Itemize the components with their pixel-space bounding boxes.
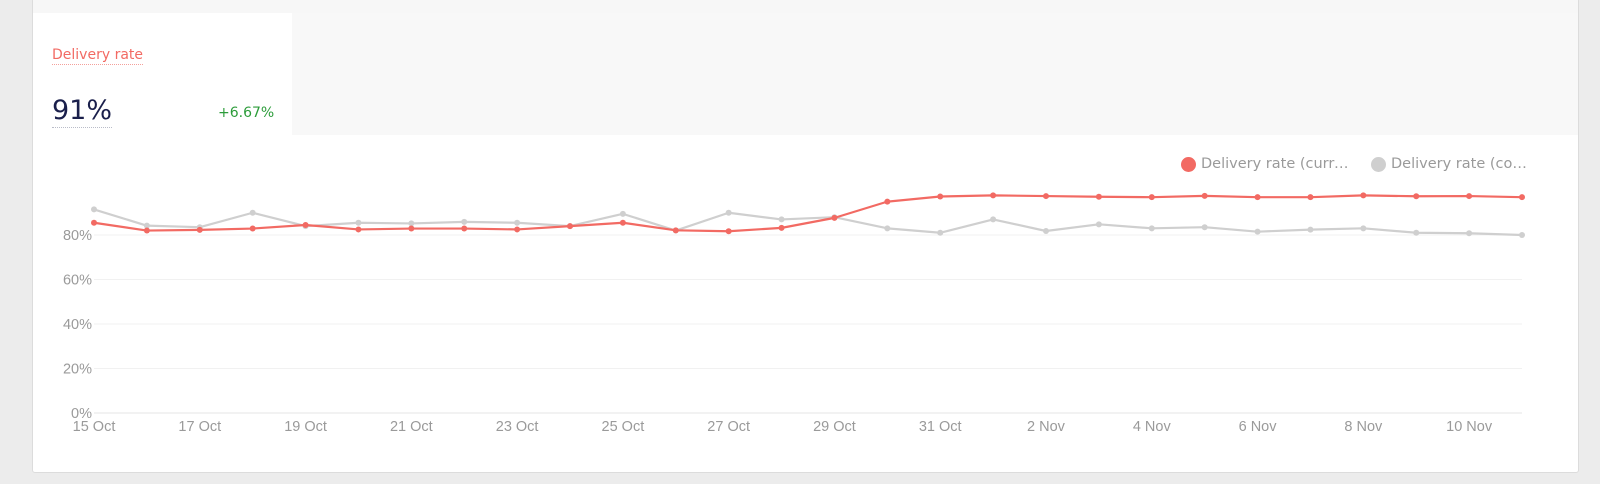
data-point — [1254, 228, 1261, 235]
data-point — [143, 227, 150, 234]
data-point — [990, 216, 997, 223]
data-point — [1360, 192, 1367, 199]
chart-card: Delivery rate 91% +6.67% Delivery rate (… — [32, 0, 1579, 473]
data-point — [1307, 226, 1314, 233]
data-point — [1413, 229, 1420, 236]
data-point — [1360, 225, 1367, 232]
x-tick-label: 4 Nov — [1133, 419, 1172, 435]
y-tick-label: 0% — [71, 406, 92, 422]
data-point — [778, 224, 785, 231]
data-point — [1413, 193, 1420, 200]
y-tick-label: 40% — [63, 317, 92, 333]
x-tick-label: 15 Oct — [73, 419, 116, 435]
data-point — [1201, 192, 1208, 199]
x-tick-label: 21 Oct — [390, 419, 433, 435]
metric-panel-delivery-rate[interactable]: Delivery rate 91% +6.67% — [33, 13, 292, 135]
data-point — [1148, 225, 1155, 232]
legend-item-current[interactable]: Delivery rate (curre... — [1181, 156, 1349, 172]
data-point — [514, 219, 521, 226]
x-tick-label: 25 Oct — [602, 419, 645, 435]
chart-legend: Delivery rate (curre... Delivery rate (c… — [1181, 156, 1539, 172]
data-point — [1201, 224, 1208, 231]
data-point — [461, 225, 468, 232]
legend-item-compare[interactable]: Delivery rate (compa... — [1371, 156, 1539, 172]
data-point — [1466, 193, 1473, 200]
data-point — [990, 192, 997, 199]
y-tick-label: 20% — [63, 362, 92, 378]
data-point — [1148, 194, 1155, 201]
x-tick-label: 23 Oct — [496, 419, 539, 435]
series-line — [93, 194, 1523, 233]
x-tick-label: 19 Oct — [284, 419, 327, 435]
metric-delta: +6.67% — [218, 105, 275, 121]
data-point — [1307, 194, 1314, 201]
data-point — [91, 219, 97, 226]
data-point — [725, 209, 732, 216]
x-tick-label: 17 Oct — [178, 419, 221, 435]
data-point — [249, 225, 256, 232]
metric-panel-background — [292, 13, 1578, 135]
data-point — [355, 226, 362, 233]
data-point — [461, 218, 468, 225]
x-tick-label: 31 Oct — [919, 419, 962, 435]
data-point — [91, 206, 97, 213]
data-point — [514, 226, 521, 233]
x-tick-label: 6 Nov — [1239, 419, 1278, 435]
metric-label[interactable]: Delivery rate — [52, 47, 143, 65]
x-tick-label: 10 Nov — [1446, 419, 1493, 435]
data-point — [249, 209, 256, 216]
legend-dot-compare-icon — [1371, 156, 1386, 172]
data-point — [831, 214, 838, 221]
data-point — [725, 228, 732, 235]
series-line — [93, 208, 1523, 237]
data-point — [672, 227, 679, 234]
data-point — [884, 225, 891, 232]
x-tick-label: 29 Oct — [813, 419, 856, 435]
x-tick-label: 2 Nov — [1027, 419, 1066, 435]
line-chart: 0% 20% 40% 60% 80% 15 Oct 17 Oct 19 Oct 21 Oct 23… — [63, 192, 1525, 435]
data-point — [619, 219, 626, 226]
y-tick-label: 60% — [63, 273, 92, 289]
data-point — [884, 198, 891, 205]
data-point — [143, 222, 150, 229]
data-point — [937, 229, 944, 236]
data-point — [408, 220, 415, 227]
data-point — [196, 226, 203, 233]
legend-dot-current-icon — [1181, 156, 1196, 172]
data-point — [1254, 194, 1261, 201]
x-tick-label: 8 Nov — [1344, 419, 1383, 435]
data-point — [619, 210, 626, 217]
x-tick-label: 27 Oct — [707, 419, 750, 435]
metric-value: 91% — [52, 95, 113, 128]
data-point — [1043, 227, 1049, 234]
data-point — [408, 225, 415, 232]
y-tick-label: 80% — [63, 228, 92, 244]
data-point — [778, 216, 785, 223]
data-point — [1519, 232, 1525, 238]
data-point — [302, 221, 309, 228]
data-point — [1095, 221, 1102, 228]
data-point — [567, 223, 573, 230]
data-point — [1095, 193, 1102, 200]
data-point — [1519, 194, 1525, 201]
data-point — [937, 193, 944, 200]
data-point — [1043, 193, 1049, 200]
data-point — [1466, 230, 1473, 237]
data-point — [355, 219, 362, 226]
